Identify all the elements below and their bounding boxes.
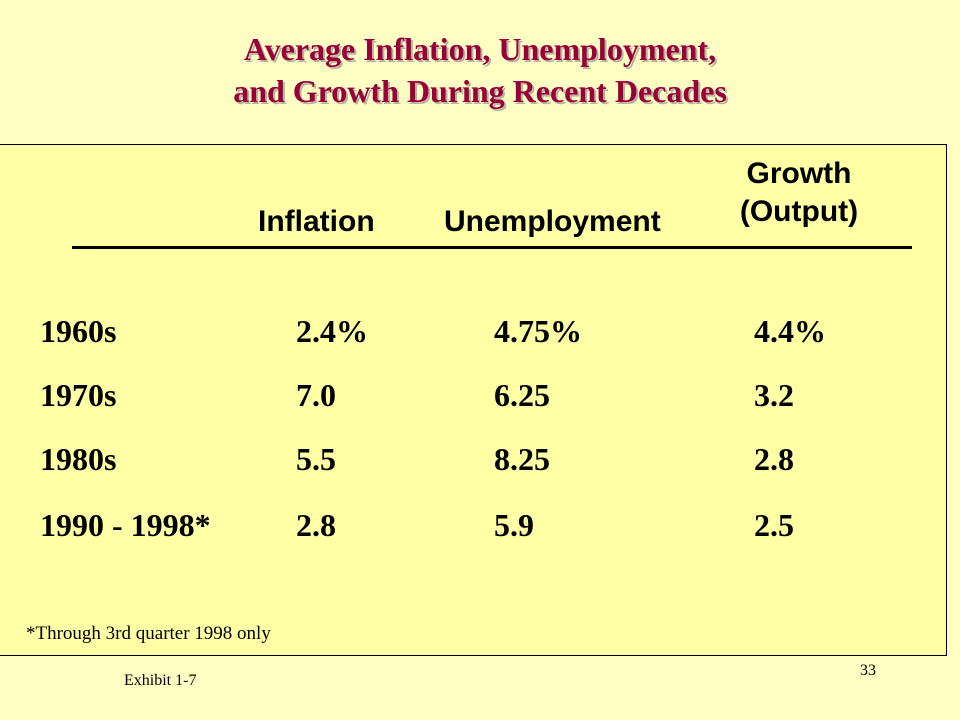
decade-cell: 1970s [40, 377, 117, 413]
column-header-growth-line-1: Growth [746, 157, 852, 190]
table-row: 1980s 5.5 8.25 2.8 [0, 441, 946, 481]
unemployment-cell: 6.25 [494, 377, 550, 413]
column-header-growth: Growth (Output) [724, 155, 874, 231]
unemployment-cell: 8.25 [494, 441, 550, 477]
page-number: 33 [860, 662, 876, 679]
slide-title: Average Inflation, Unemployment, and Gro… [0, 28, 960, 112]
column-header-inflation: Inflation [258, 205, 375, 238]
inflation-cell: 5.5 [296, 441, 336, 477]
growth-cell: 2.8 [754, 441, 794, 477]
decade-cell: 1960s [40, 313, 117, 349]
data-table-panel: Inflation Unemployment Growth (Output) 1… [0, 144, 947, 656]
decade-cell: 1990 - 1998* [40, 507, 211, 543]
table-row: 1990 - 1998* 2.8 5.9 2.5 [0, 507, 946, 547]
column-header-growth-line-2: (Output) [739, 195, 859, 228]
growth-cell: 3.2 [754, 377, 794, 413]
table-row: 1970s 7.0 6.25 3.2 [0, 377, 946, 417]
header-divider [72, 246, 912, 249]
inflation-cell: 7.0 [296, 377, 336, 413]
unemployment-cell: 5.9 [494, 507, 534, 543]
inflation-cell: 2.8 [296, 507, 336, 543]
unemployment-cell: 4.75% [494, 313, 582, 349]
title-line-1: Average Inflation, Unemployment, [243, 31, 717, 67]
exhibit-label: Exhibit 1-7 [124, 672, 197, 689]
column-header-unemployment: Unemployment [444, 205, 661, 238]
table-footnote: *Through 3rd quarter 1998 only [26, 623, 271, 644]
table-row: 1960s 2.4% 4.75% 4.4% [0, 313, 946, 353]
growth-cell: 4.4% [754, 313, 826, 349]
growth-cell: 2.5 [754, 507, 794, 543]
inflation-cell: 2.4% [296, 313, 368, 349]
title-line-2: and Growth During Recent Decades [233, 73, 727, 109]
decade-cell: 1980s [40, 441, 117, 477]
